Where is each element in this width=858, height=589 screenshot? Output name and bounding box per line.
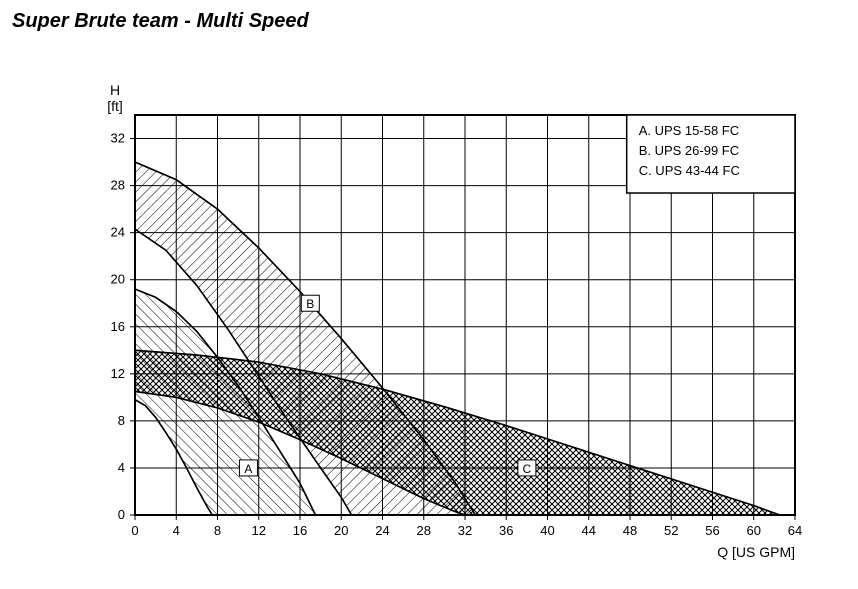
y-tick-label: 16 <box>111 319 125 334</box>
x-tick-label: 8 <box>214 523 221 538</box>
y-tick-label: 20 <box>111 272 125 287</box>
x-tick-label: 32 <box>458 523 472 538</box>
x-tick-label: 60 <box>747 523 761 538</box>
page-title: Super Brute team - Multi Speed <box>12 10 309 33</box>
legend-item-0: A. UPS 15-58 FC <box>639 123 739 138</box>
x-tick-label: 4 <box>173 523 180 538</box>
region-label-B: B <box>306 297 314 311</box>
y-tick-label: 4 <box>118 460 125 475</box>
x-tick-label: 20 <box>334 523 348 538</box>
x-tick-label: 64 <box>788 523 802 538</box>
x-tick-label: 0 <box>131 523 138 538</box>
x-tick-label: 48 <box>623 523 637 538</box>
x-tick-label: 52 <box>664 523 678 538</box>
legend-item-1: B. UPS 26-99 FC <box>639 143 739 158</box>
x-tick-label: 40 <box>540 523 554 538</box>
x-tick-label: 16 <box>293 523 307 538</box>
pump-curve-chart: ABC0481216202428323640444852566064048121… <box>0 60 858 580</box>
y-tick-label: 24 <box>111 225 125 240</box>
x-tick-label: 28 <box>417 523 431 538</box>
region-label-C: C <box>523 462 532 476</box>
x-tick-label: 24 <box>375 523 389 538</box>
x-tick-label: 44 <box>582 523 596 538</box>
y-tick-label: 12 <box>111 366 125 381</box>
region-label-A: A <box>244 462 252 476</box>
y-tick-label: 8 <box>118 413 125 428</box>
y-axis-label-1: H <box>110 82 120 98</box>
x-tick-label: 12 <box>252 523 266 538</box>
legend-item-2: C. UPS 43-44 FC <box>639 163 740 178</box>
y-tick-label: 0 <box>118 507 125 522</box>
y-tick-label: 32 <box>111 131 125 146</box>
x-axis-label: Q [US GPM] <box>717 544 795 560</box>
y-tick-label: 28 <box>111 178 125 193</box>
y-axis-label-2: [ft] <box>107 98 123 114</box>
x-tick-label: 56 <box>705 523 719 538</box>
page: Super Brute team - Multi Speed ABC048121… <box>0 0 858 589</box>
x-tick-label: 36 <box>499 523 513 538</box>
